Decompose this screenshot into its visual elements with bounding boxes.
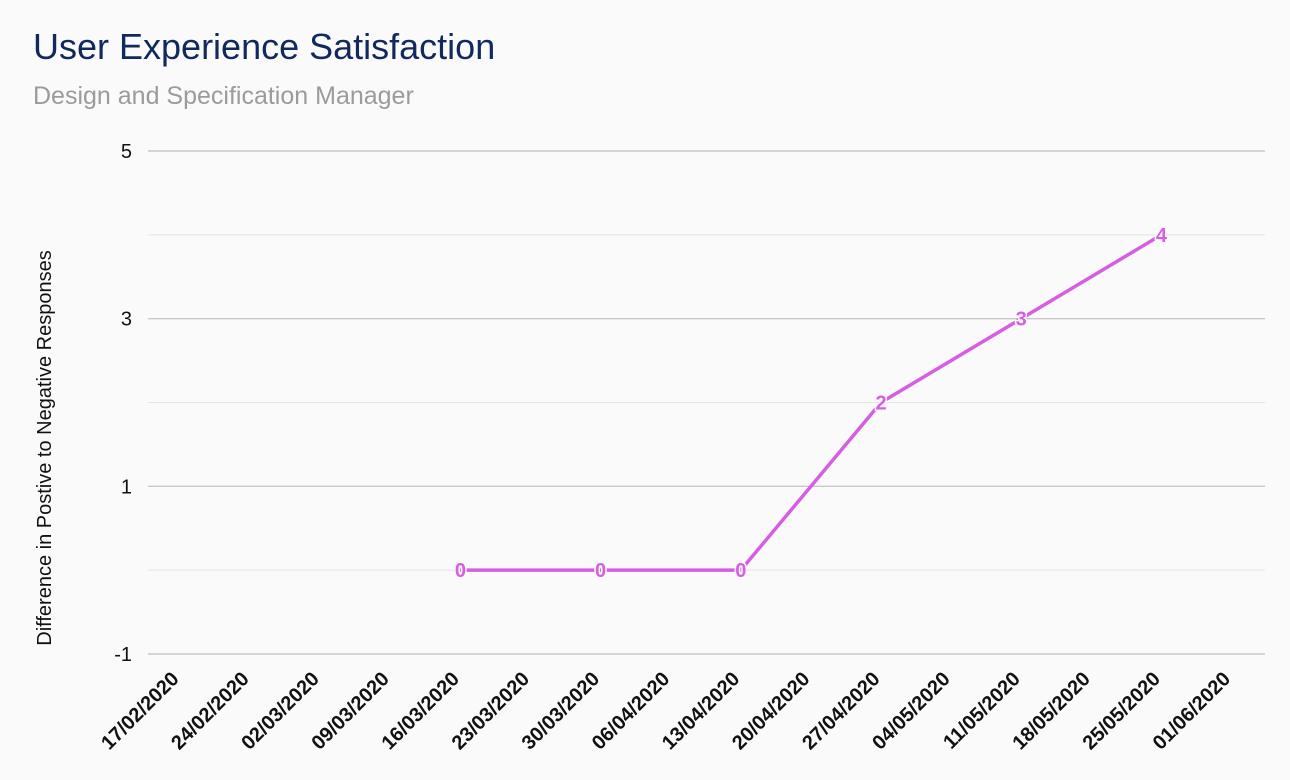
chart-title: User Experience Satisfaction xyxy=(33,26,496,67)
y-axis-ticks: -1 1 3 5 xyxy=(114,141,132,666)
data-label: 0 xyxy=(455,560,466,582)
data-label: 0 xyxy=(595,560,606,582)
y-tick-label: 3 xyxy=(121,309,132,331)
y-tick-label: 5 xyxy=(121,141,132,163)
y-tick-label: 1 xyxy=(121,476,132,498)
data-label: 0 xyxy=(735,560,746,582)
series-group: 0 0 0 2 3 4 xyxy=(453,223,1169,583)
y-tick-label: -1 xyxy=(114,644,132,666)
data-label: 2 xyxy=(875,393,886,415)
data-label: 3 xyxy=(1016,309,1027,331)
series-line xyxy=(458,233,1164,572)
chart-subtitle: Design and Specification Manager xyxy=(33,82,414,110)
x-axis-ticks: 17/02/202024/02/202002/03/202009/03/2020… xyxy=(97,668,1235,754)
y-axis-label: Difference in Postive to Negative Respon… xyxy=(34,250,56,645)
data-label: 4 xyxy=(1156,225,1168,247)
gridlines xyxy=(148,150,1265,655)
